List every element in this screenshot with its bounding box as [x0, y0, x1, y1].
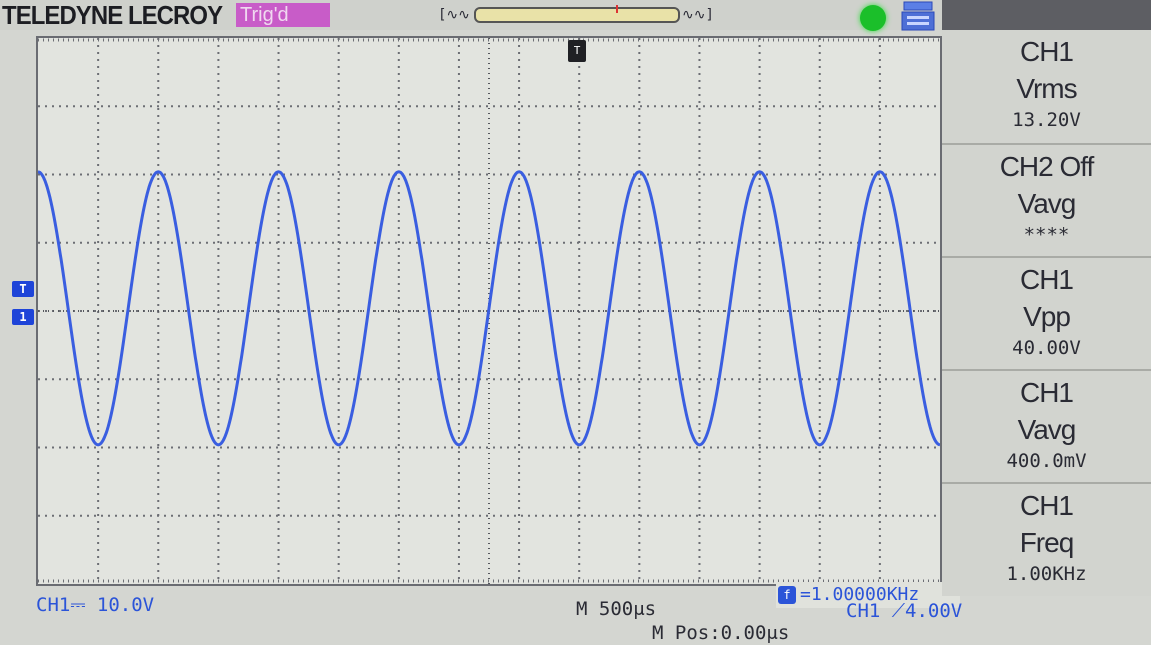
ch1-ground-marker[interactable]: 1: [12, 309, 34, 325]
top-status-bar: TELEDYNE LECROY Trig'd [∿∿ ∿∿]: [0, 0, 942, 30]
measurement-slot-1[interactable]: CH1 Vrms 13.20V: [942, 30, 1151, 140]
main-position-readout: M Pos:0.00μs: [652, 622, 789, 644]
measurement-value: 1.00KHz: [942, 562, 1151, 586]
ch1-trace-line: [38, 172, 940, 445]
run-status-led-icon: [860, 5, 886, 31]
overview-trigger-mark: [616, 5, 618, 13]
measurement-type: Vrms: [942, 70, 1151, 108]
memory-overview-bar: [∿∿ ∿∿]: [438, 4, 718, 26]
trigger-level-readout: CH1 ⟋4.00V: [846, 600, 962, 622]
measurement-type: Freq: [942, 524, 1151, 562]
measurement-panel: CH1 Vrms 13.20V CH2 Off Vavg **** CH1 Vp…: [942, 30, 1151, 596]
measurement-slot-2[interactable]: CH2 Off Vavg ****: [942, 143, 1151, 253]
measurement-value: 40.00V: [942, 336, 1151, 360]
ch1-waveform: [38, 38, 940, 584]
usb-storage-icon[interactable]: [900, 0, 936, 32]
top-right-strip: [942, 0, 1151, 30]
measurement-type: Vpp: [942, 298, 1151, 336]
measurement-value: ****: [942, 223, 1151, 247]
measurement-value: 13.20V: [942, 108, 1151, 132]
timebase-readout: M 500μs: [576, 598, 656, 620]
measurement-slot-3[interactable]: CH1 Vpp 40.00V: [942, 256, 1151, 366]
measurement-slot-4[interactable]: CH1 Vavg 400.0mV: [942, 369, 1151, 479]
overview-right-bracket-icon: ∿∿]: [682, 4, 718, 26]
measurement-type: Vavg: [942, 411, 1151, 449]
waveform-graticule: f=1.00000KHz: [36, 36, 942, 586]
measurement-slot-5[interactable]: CH1 Freq 1.00KHz: [942, 482, 1151, 592]
measurement-source: CH1: [942, 34, 1151, 70]
overview-left-bracket-icon: [∿∿: [438, 4, 474, 26]
measurement-source: CH1: [942, 488, 1151, 524]
brand-logo: TELEDYNE LECROY: [2, 0, 222, 30]
measurement-type: Vavg: [942, 185, 1151, 223]
measurement-source: CH1: [942, 262, 1151, 298]
trigger-position-marker-icon[interactable]: T: [568, 40, 586, 62]
measurement-source: CH2 Off: [942, 149, 1151, 185]
overview-window: [474, 7, 680, 23]
trigger-status-badge: Trig'd: [236, 3, 330, 27]
frequency-counter-icon: f: [778, 586, 796, 604]
measurement-value: 400.0mV: [942, 449, 1151, 473]
measurement-source: CH1: [942, 375, 1151, 411]
trigger-level-marker[interactable]: T: [12, 281, 34, 297]
ch1-vertical-scale: CH1⎓ 10.0V: [36, 594, 154, 616]
